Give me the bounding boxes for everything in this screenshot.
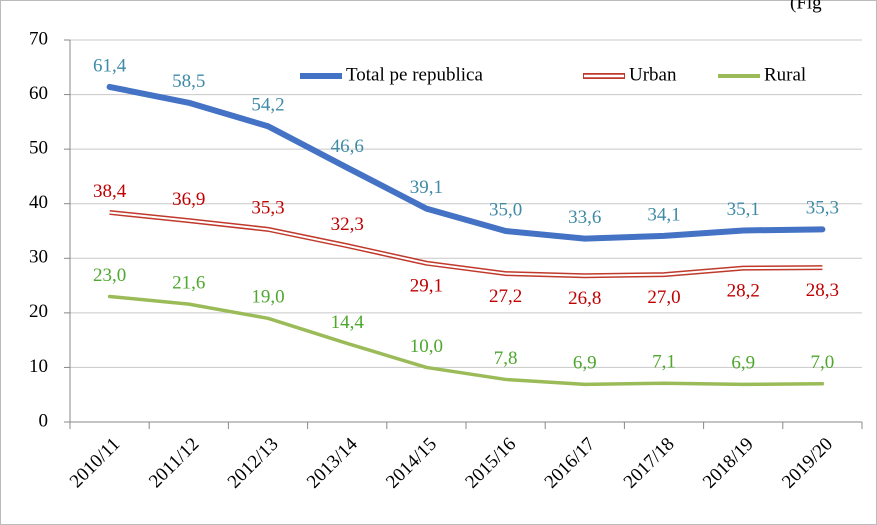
data-label: 28,2 [727, 280, 760, 301]
data-label: 7,0 [811, 352, 835, 373]
data-label: 27,2 [489, 286, 522, 307]
legend-label: Urban [629, 64, 677, 85]
data-label: 28,3 [806, 280, 839, 301]
data-label: 61,4 [93, 55, 127, 76]
data-label: 26,8 [568, 288, 601, 309]
data-label: 21,6 [172, 272, 205, 293]
line [106, 83, 826, 242]
data-label: 39,1 [410, 177, 443, 198]
data-label: 29,1 [410, 276, 443, 297]
data-label: 35,3 [806, 198, 839, 219]
data-label: 35,3 [251, 198, 284, 219]
annotation: (Fig [790, 0, 822, 13]
y-tick-label: 50 [29, 138, 48, 159]
y-tick-label: 0 [39, 410, 49, 431]
line [107, 294, 825, 387]
legend-label: Total pe republica [346, 64, 483, 85]
data-label: 23,0 [93, 265, 126, 286]
data-label: 14,4 [331, 312, 365, 333]
data-label: 7,1 [652, 352, 676, 373]
data-label: 58,5 [172, 71, 205, 92]
data-label: 38,4 [93, 181, 127, 202]
data-label: 6,9 [573, 353, 597, 374]
legend-label: Rural [764, 64, 806, 85]
data-label: 35,1 [727, 199, 760, 220]
data-label: 7,8 [494, 348, 518, 369]
data-label: 6,9 [731, 353, 755, 374]
data-label: 35,0 [489, 199, 522, 220]
data-label: 27,0 [647, 287, 680, 308]
y-tick-label: 40 [29, 192, 48, 213]
y-tick-label: 70 [29, 28, 48, 49]
data-label: 10,0 [410, 336, 443, 357]
data-label: 36,9 [172, 189, 205, 210]
line-inner [109, 211, 823, 277]
y-tick-label: 30 [29, 247, 48, 268]
data-label: 34,1 [647, 204, 680, 225]
y-tick-label: 60 [29, 83, 48, 104]
data-label: 19,0 [251, 287, 284, 308]
data-label: 54,2 [251, 95, 284, 116]
y-tick-label: 20 [29, 301, 48, 322]
y-tick-label: 10 [29, 356, 48, 377]
data-label: 33,6 [568, 207, 601, 228]
data-label: 46,6 [331, 136, 364, 157]
data-label: 32,3 [331, 214, 364, 235]
